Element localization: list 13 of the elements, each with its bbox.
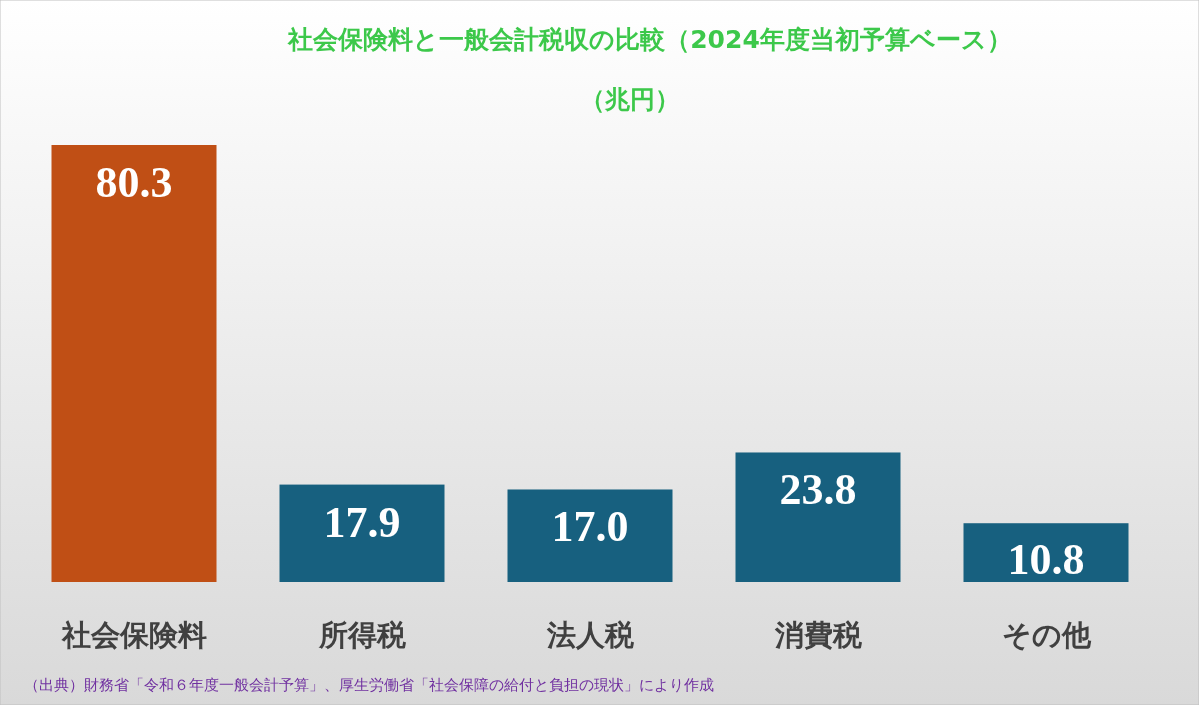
data-label: 23.8: [779, 465, 857, 515]
x-tick-label: その他: [1001, 618, 1092, 652]
x-tick-label: 消費税: [773, 618, 862, 652]
data-label: 17.9: [323, 497, 401, 547]
chart-title: 社会保険料と一般会計税収の比較（2024年度当初予算ベース）: [287, 25, 1012, 54]
data-label: 80.3: [95, 158, 173, 207]
data-label: 17.0: [551, 502, 629, 552]
chart-subtitle: （兆円）: [580, 85, 680, 114]
data-label: 10.8: [1007, 535, 1085, 584]
x-tick-label: 社会保険料: [60, 618, 207, 652]
text: （出典）財務省「令和６年度一般会計予算」、厚生労働省「社会保障の給付と負担の現状」により作成: [24, 676, 714, 694]
x-tick-label: 法人税: [545, 618, 634, 652]
x-tick-label: 所得税: [317, 618, 406, 652]
